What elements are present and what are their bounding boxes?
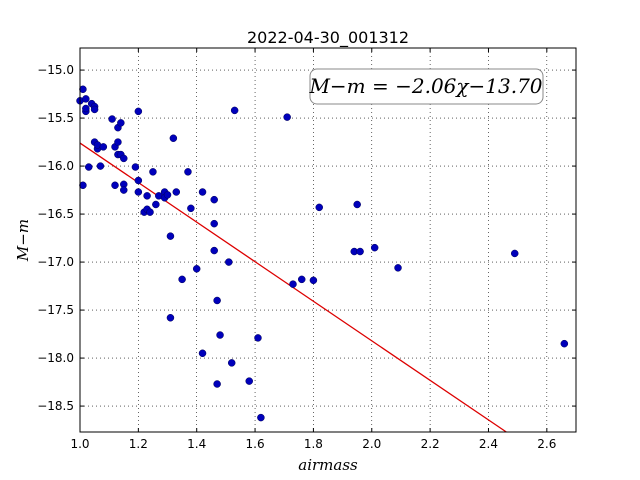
x-axis-label: airmass	[298, 456, 358, 474]
grid-lines	[79, 48, 576, 432]
chart-title: 2022-04-30_001312	[247, 28, 409, 48]
data-point	[192, 265, 201, 273]
data-point	[187, 204, 195, 213]
data-point	[213, 296, 221, 305]
fit-equation-box: M−m = −2.06χ−13.70	[308, 68, 544, 105]
y-axis-label: M−m	[14, 219, 32, 262]
equation-box-frame	[309, 68, 544, 105]
data-point	[230, 106, 239, 115]
data-point	[82, 95, 90, 103]
data-point	[257, 413, 265, 422]
data-point	[560, 339, 569, 348]
data-point	[227, 359, 236, 367]
y-tick-label: −15.0	[37, 63, 74, 77]
data-points	[76, 85, 569, 422]
data-point	[90, 105, 99, 114]
data-point	[198, 188, 207, 196]
data-point	[99, 143, 108, 151]
data-point	[254, 334, 262, 342]
data-point	[394, 264, 402, 272]
data-point	[163, 191, 172, 199]
plot-frame	[79, 47, 577, 433]
data-point	[198, 349, 207, 358]
data-point	[120, 154, 128, 163]
data-point	[108, 115, 116, 123]
data-point	[114, 138, 122, 146]
data-point	[134, 176, 143, 185]
x-tick-label: 1.0	[70, 437, 89, 451]
x-tick-label: 1.2	[129, 437, 148, 451]
x-tick-label: 1.6	[246, 437, 265, 451]
y-tick-label: −16.0	[37, 159, 74, 173]
y-tick-label: −16.5	[37, 207, 74, 221]
data-point	[309, 276, 318, 285]
data-point	[510, 249, 519, 258]
y-tick-label: −17.0	[37, 255, 74, 269]
data-point	[184, 168, 192, 176]
data-point	[82, 104, 90, 113]
y-tick-label: −18.0	[37, 351, 74, 365]
data-point	[111, 181, 119, 190]
data-point	[210, 195, 218, 204]
data-point	[131, 163, 140, 171]
data-point	[166, 314, 175, 322]
data-point	[172, 188, 181, 196]
data-point	[356, 247, 364, 256]
data-point	[210, 219, 218, 228]
x-tick-label: 2.6	[537, 437, 556, 451]
data-point	[353, 200, 361, 209]
x-tick-label: 2.2	[421, 437, 440, 451]
y-tick-label: −15.5	[37, 111, 74, 125]
data-point	[96, 162, 105, 170]
data-point	[297, 275, 306, 284]
axis-ticks: 1.0 1.2 1.4 1.6 1.8 2.0 2.2 2.4 2.6 −15.0 −15.5 −16…	[37, 48, 576, 451]
data-point	[210, 246, 218, 255]
data-point	[166, 232, 175, 240]
data-point	[245, 377, 253, 385]
data-point	[134, 107, 143, 116]
x-tick-label: 1.4	[187, 437, 206, 451]
data-point	[79, 85, 87, 94]
x-tick-label: 1.8	[304, 437, 323, 451]
data-point	[85, 163, 93, 171]
data-point	[120, 186, 128, 194]
data-point	[117, 119, 125, 127]
data-point	[169, 134, 178, 142]
y-tick-label: −17.5	[37, 303, 74, 317]
data-point	[225, 258, 233, 266]
x-tick-label: 2.4	[479, 437, 498, 451]
data-point	[283, 113, 291, 121]
data-point	[178, 275, 186, 284]
data-point	[149, 168, 157, 176]
fit-equation-text: M−m = −2.06χ−13.70	[308, 74, 542, 98]
x-tick-label: 2.0	[362, 437, 381, 451]
data-point	[315, 203, 323, 212]
y-tick-label: −18.5	[37, 399, 74, 413]
data-point	[152, 200, 160, 209]
data-point	[146, 208, 154, 216]
data-point	[213, 380, 221, 388]
data-point	[289, 280, 297, 288]
data-point	[143, 192, 151, 200]
data-point	[370, 243, 379, 252]
data-point	[134, 188, 143, 196]
data-point	[216, 331, 224, 339]
data-point	[79, 181, 87, 190]
